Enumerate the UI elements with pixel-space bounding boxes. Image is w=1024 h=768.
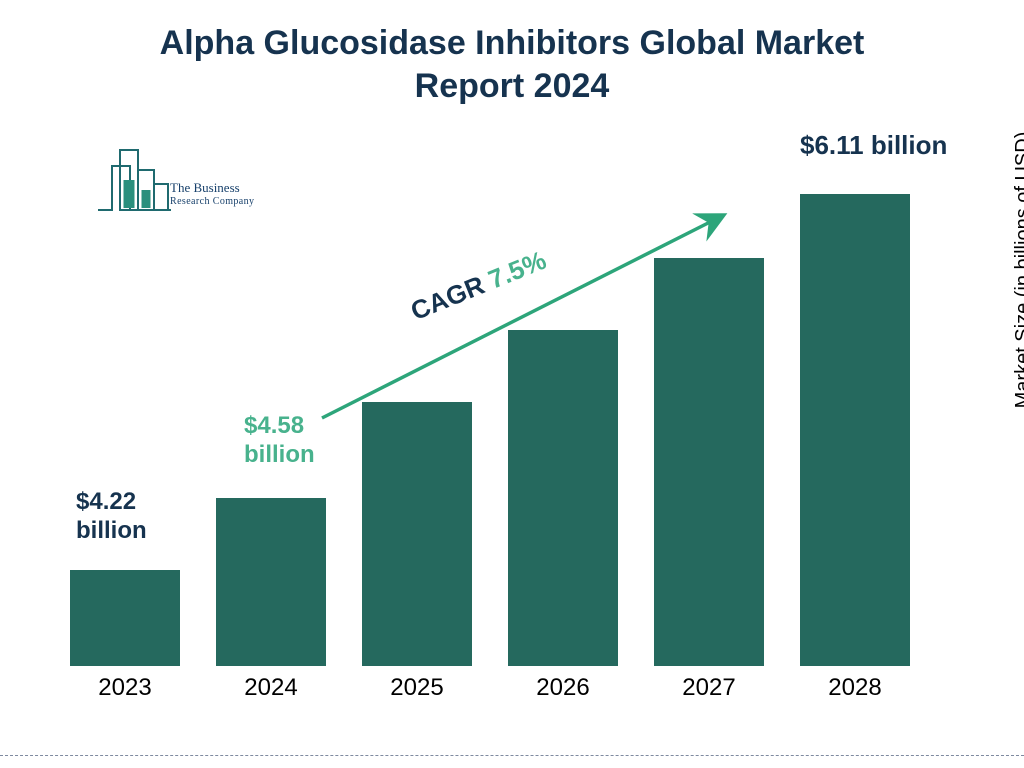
value-label: $4.22billion — [76, 488, 147, 546]
growth-arrow-icon — [0, 0, 1024, 768]
value-label: $6.11 billion — [800, 130, 947, 161]
y-axis-label: Market Size (in billions of USD) — [1012, 132, 1024, 409]
bottom-divider — [0, 755, 1024, 756]
value-label: $4.58billion — [244, 412, 315, 470]
